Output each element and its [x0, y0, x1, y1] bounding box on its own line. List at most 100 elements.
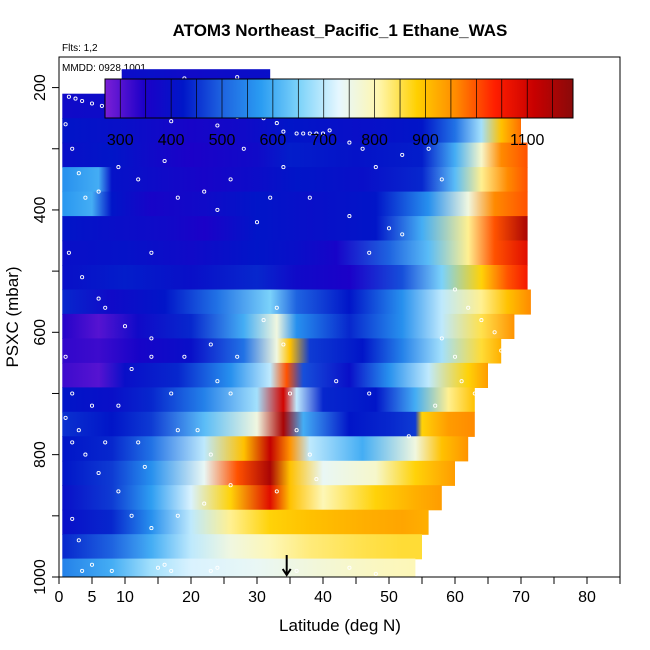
- sample-point: [169, 119, 174, 124]
- sample-point: [347, 214, 352, 219]
- sample-point: [66, 94, 71, 99]
- sample-point: [268, 195, 273, 200]
- sample-point: [129, 513, 134, 518]
- x-tick-label: 5: [88, 589, 97, 606]
- sample-point: [83, 195, 88, 200]
- dates-label: MMDD: 0928,1001: [62, 63, 146, 74]
- sample-point: [386, 226, 392, 231]
- colorbar-tick-label: 600: [260, 132, 287, 149]
- sample-point: [459, 379, 464, 384]
- sample-point: [360, 146, 365, 151]
- sample-point: [314, 477, 319, 482]
- heat-layer: [62, 313, 515, 339]
- sample-point: [327, 128, 332, 133]
- sample-point: [452, 354, 458, 359]
- sample-point: [175, 428, 180, 433]
- x-axis-label: Latitude (deg N): [279, 616, 401, 635]
- colorbar-tick-label: 300: [107, 132, 134, 149]
- sample-point: [155, 565, 161, 570]
- heat-layer: [62, 509, 429, 535]
- heat-layer: [62, 460, 456, 486]
- heat-layer: [62, 240, 528, 266]
- colorbar-tick-label: 900: [412, 132, 439, 149]
- x-tick-label: 50: [380, 589, 398, 606]
- sample-point: [241, 146, 246, 151]
- sample-point: [89, 403, 95, 408]
- heat-layer: [62, 118, 522, 144]
- sample-point: [228, 483, 233, 488]
- sample-point: [89, 101, 95, 106]
- heat-layer: [62, 558, 416, 577]
- sample-point: [122, 324, 128, 329]
- sample-point: [63, 354, 68, 359]
- x-tick-label: 20: [182, 589, 200, 606]
- heat-layer: [62, 289, 531, 315]
- sample-point: [208, 342, 213, 347]
- heat-layer: [62, 167, 528, 193]
- sample-point: [169, 568, 174, 573]
- sample-point: [149, 526, 154, 531]
- sample-point: [274, 305, 279, 310]
- x-tick-label: 60: [446, 589, 464, 606]
- sample-point: [162, 562, 167, 567]
- sample-point: [116, 403, 121, 408]
- y-tick-label: 200: [32, 74, 49, 101]
- sample-point: [215, 207, 220, 212]
- x-tick-label: 0: [55, 589, 64, 606]
- y-axis-label: PSXC (mbar): [3, 266, 22, 367]
- sample-point: [215, 379, 220, 384]
- sample-point: [307, 195, 312, 200]
- sample-point: [426, 146, 431, 151]
- x-tick-label: 10: [116, 589, 134, 606]
- heat-layer: [62, 436, 469, 462]
- sample-point: [208, 568, 213, 573]
- sample-point: [347, 140, 352, 145]
- heat-layer: [62, 142, 528, 168]
- sample-point: [479, 318, 484, 323]
- sample-point: [76, 171, 81, 176]
- sample-point: [149, 250, 154, 255]
- sample-point: [103, 305, 108, 310]
- sample-point: [96, 189, 101, 194]
- sample-point: [99, 103, 104, 108]
- sample-point: [215, 565, 220, 570]
- sample-point: [406, 434, 411, 439]
- sample-point: [294, 131, 299, 136]
- sample-point: [149, 336, 154, 341]
- sample-point: [400, 152, 405, 157]
- x-tick-label: 40: [314, 589, 332, 606]
- colorbar-tick-label: 400: [158, 132, 185, 149]
- sample-point: [439, 336, 444, 341]
- colorbar-tick-label: 700: [310, 132, 337, 149]
- sample-point: [116, 489, 121, 494]
- sample-point: [129, 366, 134, 372]
- sample-point: [499, 348, 504, 353]
- y-axis: 200 400 600 800 1000: [32, 74, 59, 595]
- sample-point: [182, 354, 187, 359]
- sample-point: [281, 165, 286, 170]
- sample-point: [83, 452, 88, 457]
- sample-point: [287, 391, 293, 396]
- sample-point: [89, 562, 95, 567]
- sample-point: [162, 158, 167, 164]
- sample-point: [116, 165, 121, 170]
- sample-point: [109, 568, 114, 573]
- y-tick-label: 1000: [32, 559, 49, 595]
- sample-point: [70, 146, 75, 151]
- heat-layer: [62, 362, 489, 388]
- flights-label: Flts: 1,2: [62, 43, 98, 54]
- sample-point: [452, 287, 458, 292]
- sample-point: [202, 501, 207, 506]
- sample-point: [373, 571, 378, 576]
- sample-point: [294, 568, 299, 573]
- sample-point: [208, 452, 213, 457]
- sample-point: [136, 177, 141, 182]
- reference-arrow-head: [281, 568, 292, 577]
- heat-layer: [62, 191, 528, 217]
- sample-point: [136, 440, 141, 445]
- heat-layer: [62, 534, 423, 560]
- sample-point: [175, 195, 180, 200]
- y-tick-label: 800: [32, 441, 49, 468]
- heat-layer: [62, 411, 475, 437]
